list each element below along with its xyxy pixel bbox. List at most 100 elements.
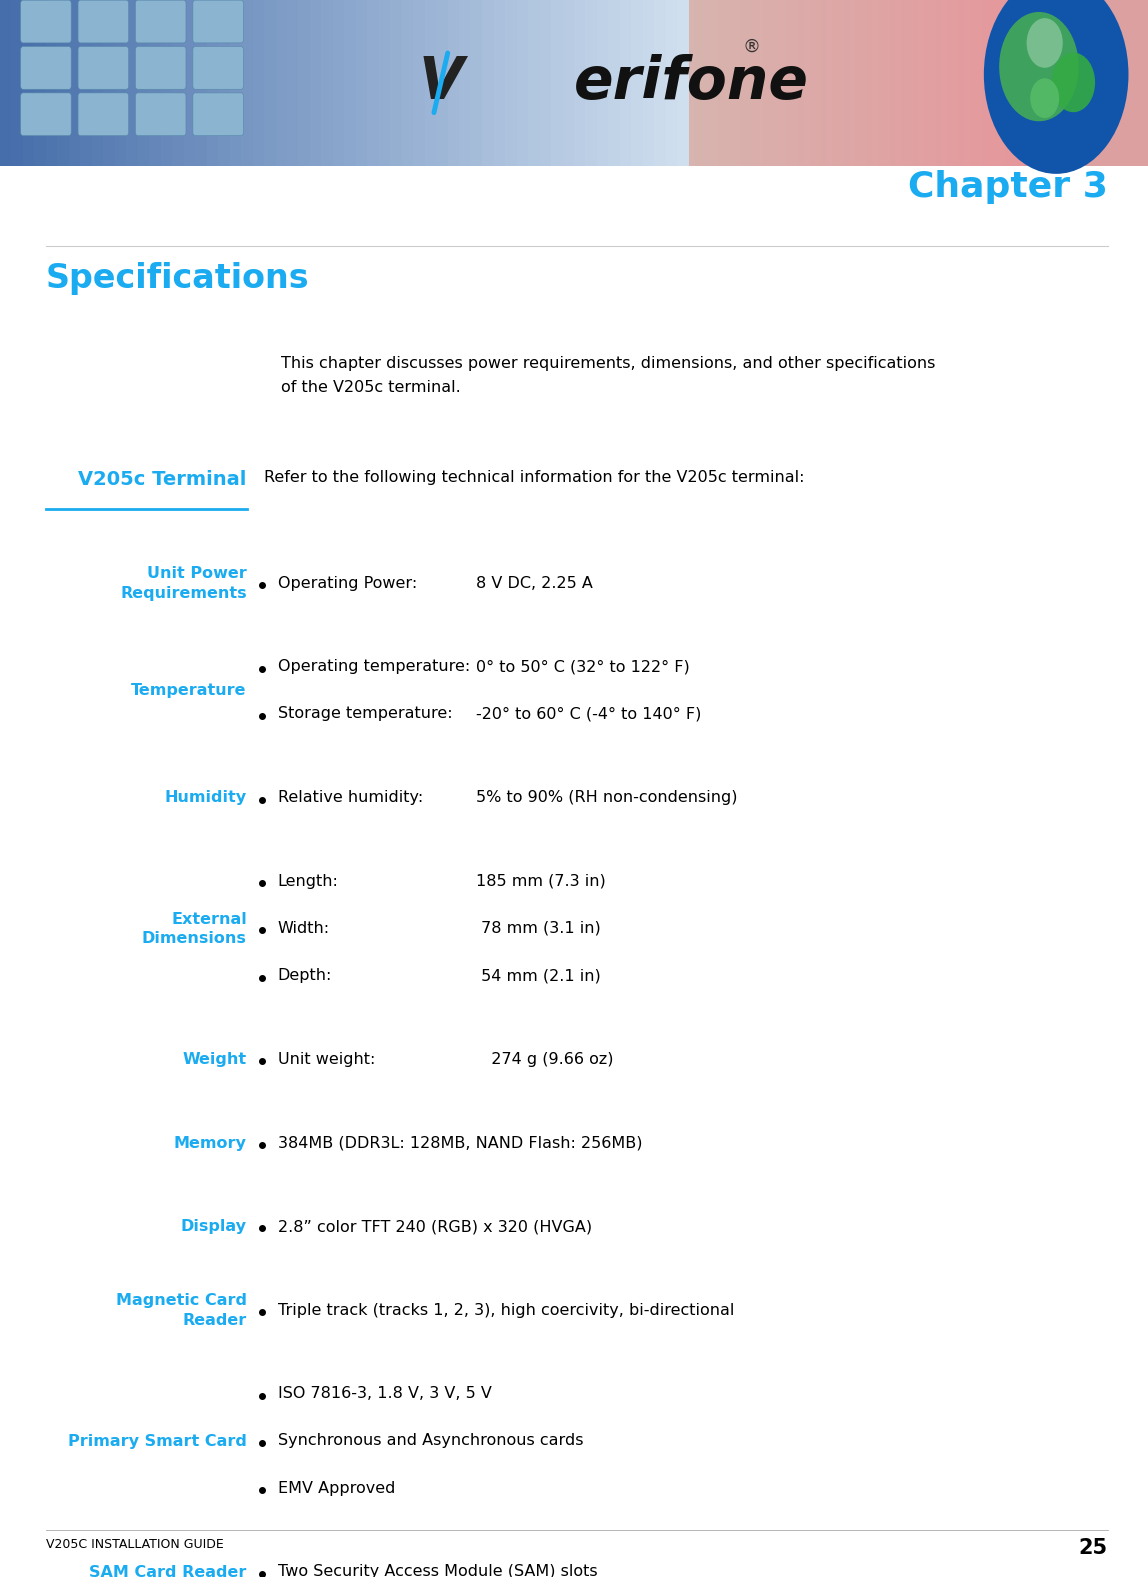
Bar xyxy=(643,0,665,166)
Bar xyxy=(666,0,688,166)
Text: This chapter discusses power requirements, dimensions, and other specifications
: This chapter discusses power requirement… xyxy=(281,356,936,394)
FancyBboxPatch shape xyxy=(78,0,129,43)
Bar xyxy=(740,0,748,166)
Text: 2.8” color TFT 240 (RGB) x 320 (HVGA): 2.8” color TFT 240 (RGB) x 320 (HVGA) xyxy=(278,1219,592,1235)
Bar xyxy=(735,0,743,166)
Bar xyxy=(1016,0,1024,166)
Text: Operating Power:: Operating Power: xyxy=(278,576,417,591)
Bar xyxy=(482,0,504,166)
Bar xyxy=(723,0,731,166)
Bar xyxy=(654,0,676,166)
Bar xyxy=(878,0,886,166)
Text: 78 mm (3.1 in): 78 mm (3.1 in) xyxy=(476,921,602,937)
Text: SAM Card Reader: SAM Card Reader xyxy=(90,1564,247,1577)
Bar xyxy=(953,0,961,166)
Bar xyxy=(901,0,909,166)
Bar xyxy=(786,0,794,166)
Bar xyxy=(999,0,1007,166)
Bar xyxy=(861,0,869,166)
Text: Storage temperature:: Storage temperature: xyxy=(278,706,452,722)
Text: Memory: Memory xyxy=(174,1135,247,1151)
Circle shape xyxy=(1026,19,1063,68)
Bar xyxy=(758,0,766,166)
Bar xyxy=(563,0,584,166)
FancyBboxPatch shape xyxy=(21,93,71,136)
Bar xyxy=(402,0,424,166)
Text: Width:: Width: xyxy=(278,921,329,937)
Bar xyxy=(585,0,607,166)
Bar xyxy=(867,0,875,166)
Bar xyxy=(976,0,984,166)
Text: V205C INSTALLATION GUIDE: V205C INSTALLATION GUIDE xyxy=(46,1538,224,1550)
Bar xyxy=(23,0,45,166)
FancyBboxPatch shape xyxy=(135,47,186,90)
FancyBboxPatch shape xyxy=(135,0,186,43)
Bar xyxy=(815,0,823,166)
Bar xyxy=(494,0,515,166)
Text: 5% to 90% (RH non-condensing): 5% to 90% (RH non-condensing) xyxy=(476,790,738,806)
Bar xyxy=(34,0,56,166)
Text: Chapter 3: Chapter 3 xyxy=(908,170,1108,205)
Bar xyxy=(57,0,79,166)
Text: 25: 25 xyxy=(1079,1538,1108,1558)
Text: 8 V DC, 2.25 A: 8 V DC, 2.25 A xyxy=(476,576,594,591)
Bar xyxy=(471,0,492,166)
FancyBboxPatch shape xyxy=(21,47,71,90)
Bar xyxy=(149,0,171,166)
Bar xyxy=(448,0,470,166)
Bar xyxy=(631,0,653,166)
Bar xyxy=(0,0,22,166)
Bar xyxy=(993,0,1001,166)
Bar xyxy=(838,0,846,166)
Bar xyxy=(907,0,915,166)
Bar xyxy=(218,0,240,166)
FancyBboxPatch shape xyxy=(135,93,186,136)
Bar xyxy=(230,0,251,166)
Bar xyxy=(413,0,435,166)
Bar xyxy=(809,0,817,166)
Bar xyxy=(695,0,703,166)
Circle shape xyxy=(1052,52,1095,112)
Circle shape xyxy=(1030,79,1060,118)
Text: Specifications: Specifications xyxy=(46,262,310,295)
Bar xyxy=(436,0,458,166)
Bar xyxy=(459,0,481,166)
Bar xyxy=(390,0,412,166)
Bar xyxy=(1022,0,1030,166)
Bar xyxy=(310,0,332,166)
Bar xyxy=(918,0,926,166)
Text: Refer to the following technical information for the V205c terminal:: Refer to the following technical informa… xyxy=(264,470,805,486)
Bar xyxy=(706,0,714,166)
Bar xyxy=(608,0,630,166)
Bar xyxy=(287,0,309,166)
Text: External
Dimensions: External Dimensions xyxy=(142,912,247,946)
Bar xyxy=(924,0,932,166)
Bar xyxy=(184,0,205,166)
Text: Two Security Access Module (SAM) slots: Two Security Access Module (SAM) slots xyxy=(278,1564,597,1577)
Bar xyxy=(959,0,967,166)
Text: Primary Smart Card: Primary Smart Card xyxy=(68,1433,247,1449)
Bar xyxy=(528,0,550,166)
Text: Humidity: Humidity xyxy=(164,790,247,806)
Text: Weight: Weight xyxy=(183,1052,247,1068)
Bar xyxy=(356,0,378,166)
Bar xyxy=(505,0,527,166)
Bar xyxy=(92,0,114,166)
Bar xyxy=(718,0,726,166)
Text: Synchronous and Asynchronous cards: Synchronous and Asynchronous cards xyxy=(278,1433,583,1449)
Bar xyxy=(69,0,91,166)
Circle shape xyxy=(984,0,1128,173)
Bar xyxy=(574,0,596,166)
Bar xyxy=(138,0,160,166)
FancyBboxPatch shape xyxy=(193,47,243,90)
Bar xyxy=(620,0,642,166)
Text: Operating temperature:: Operating temperature: xyxy=(278,659,470,675)
Bar xyxy=(344,0,366,166)
Bar xyxy=(1004,0,1013,166)
Bar xyxy=(895,0,903,166)
Bar xyxy=(126,0,148,166)
Bar xyxy=(321,0,343,166)
Bar xyxy=(746,0,754,166)
Bar xyxy=(729,0,737,166)
Bar xyxy=(517,0,538,166)
